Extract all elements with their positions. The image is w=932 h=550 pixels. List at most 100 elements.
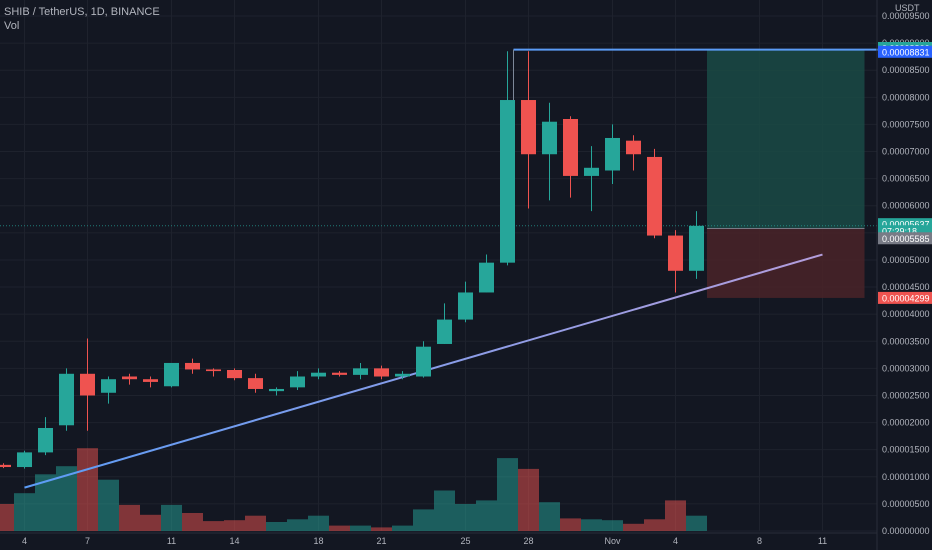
candle-body bbox=[122, 376, 137, 380]
price-tag bbox=[878, 45, 932, 58]
price-tick-label: 0.00004000 bbox=[882, 309, 930, 319]
candle-body bbox=[584, 167, 599, 176]
candle-body bbox=[689, 225, 704, 271]
volume-bar bbox=[602, 520, 623, 531]
volume-bar bbox=[518, 468, 539, 531]
candle-body bbox=[101, 379, 116, 393]
price-tag-label: 0.00008831 bbox=[882, 47, 930, 57]
price-tick-label: 0.00001000 bbox=[882, 472, 930, 482]
volume-bars bbox=[0, 448, 707, 531]
price-tag bbox=[878, 232, 932, 245]
candle-body bbox=[626, 140, 641, 155]
volume-bar bbox=[224, 520, 245, 531]
price-tick-label: 0.00003000 bbox=[882, 363, 930, 373]
time-tick-label: 14 bbox=[229, 536, 239, 546]
volume-bar bbox=[14, 493, 35, 531]
volume-bar bbox=[623, 523, 644, 531]
profit-zone bbox=[707, 50, 865, 229]
volume-bar bbox=[539, 502, 560, 531]
volume-bar bbox=[98, 479, 119, 531]
volume-bar bbox=[686, 515, 707, 531]
time-tick-label: 28 bbox=[523, 536, 533, 546]
volume-bar bbox=[245, 515, 266, 531]
volume-bar bbox=[581, 519, 602, 531]
time-tick-label: 25 bbox=[460, 536, 470, 546]
volume-bar bbox=[287, 519, 308, 531]
candle-body bbox=[500, 100, 515, 263]
volume-bar bbox=[644, 519, 665, 531]
volume-bar bbox=[266, 522, 287, 531]
time-tick-label: 21 bbox=[376, 536, 386, 546]
price-tick-label: 0.00002000 bbox=[882, 418, 930, 428]
candle-body bbox=[290, 376, 305, 388]
candle-body bbox=[311, 372, 326, 377]
candle-body bbox=[416, 346, 431, 377]
volume-bar bbox=[497, 458, 518, 531]
price-tag-label: 0.00004299 bbox=[882, 293, 930, 303]
candle-body bbox=[458, 292, 473, 320]
candle-body bbox=[479, 262, 494, 293]
volume-bar bbox=[308, 515, 329, 531]
price-tick-label: 0.00007000 bbox=[882, 147, 930, 157]
price-tick-label: 0.00009500 bbox=[882, 11, 930, 21]
candle-body bbox=[143, 379, 158, 382]
volume-bar bbox=[455, 504, 476, 531]
volume-bar bbox=[203, 521, 224, 531]
price-tick-label: 0.00000500 bbox=[882, 499, 930, 509]
volume-bar bbox=[392, 525, 413, 531]
candle-body bbox=[269, 388, 284, 392]
volume-bar bbox=[182, 513, 203, 531]
price-tick-label: 0.00002500 bbox=[882, 390, 930, 400]
time-axis[interactable]: 4 7 11 14 18 21 25 28 Nov 4 8 11 bbox=[0, 532, 877, 546]
price-tick-label: 0.00008000 bbox=[882, 92, 930, 102]
candle-body bbox=[374, 368, 389, 377]
candle-body bbox=[0, 464, 11, 468]
price-tick-label: 0.00003500 bbox=[882, 336, 930, 346]
symbol-title[interactable]: SHIB / TetherUS, 1D, BINANCE bbox=[4, 6, 160, 18]
loss-zone bbox=[707, 228, 865, 298]
time-tick-label: Nov bbox=[604, 536, 621, 546]
time-tick-label: 7 bbox=[85, 536, 90, 546]
price-tick-label: 0.00006000 bbox=[882, 201, 930, 211]
legend: SHIB / TetherUS, 1D, BINANCE Vol bbox=[4, 5, 160, 33]
candle-body bbox=[332, 372, 347, 375]
time-tick-label: 18 bbox=[313, 536, 323, 546]
candle-body bbox=[605, 137, 620, 171]
price-tick-label: 0.00006500 bbox=[882, 174, 930, 184]
time-tick-label: 11 bbox=[167, 536, 176, 546]
price-tick-label: 0.00000000 bbox=[882, 526, 930, 536]
candle-body bbox=[563, 119, 578, 176]
price-tag-label: 0.00005637 bbox=[882, 220, 930, 230]
candle-body bbox=[353, 368, 368, 375]
candle-body bbox=[38, 428, 53, 453]
candle-body bbox=[17, 452, 32, 468]
candle-body bbox=[59, 373, 74, 426]
volume-bar bbox=[413, 509, 434, 531]
price-tick-label: 0.00005000 bbox=[882, 255, 930, 265]
volume-bar bbox=[371, 527, 392, 531]
candle-body bbox=[521, 100, 536, 155]
time-tick-label: 4 bbox=[22, 536, 27, 546]
candle-body bbox=[248, 378, 263, 389]
candle-body bbox=[80, 373, 95, 396]
candle-body bbox=[185, 362, 200, 370]
volume-label[interactable]: Vol bbox=[4, 20, 20, 32]
volume-bar bbox=[560, 518, 581, 531]
volume-bar bbox=[56, 466, 77, 531]
position-zones bbox=[0, 50, 877, 298]
price-tick-label: 0.00004500 bbox=[882, 282, 930, 292]
time-tick-label: 8 bbox=[757, 536, 762, 546]
price-tag bbox=[878, 291, 932, 304]
candle-body bbox=[164, 362, 179, 387]
candles bbox=[0, 51, 704, 469]
volume-bar bbox=[140, 514, 161, 531]
volume-bar bbox=[77, 448, 98, 531]
volume-bar bbox=[665, 500, 686, 531]
candle-body bbox=[395, 373, 410, 377]
volume-bar bbox=[350, 525, 371, 531]
price-tick-label: 0.00008500 bbox=[882, 65, 930, 75]
price-axis[interactable]: 0.00000000 0.00000500 0.00001000 0.00001500… bbox=[876, 0, 930, 550]
volume-bar bbox=[119, 504, 140, 531]
